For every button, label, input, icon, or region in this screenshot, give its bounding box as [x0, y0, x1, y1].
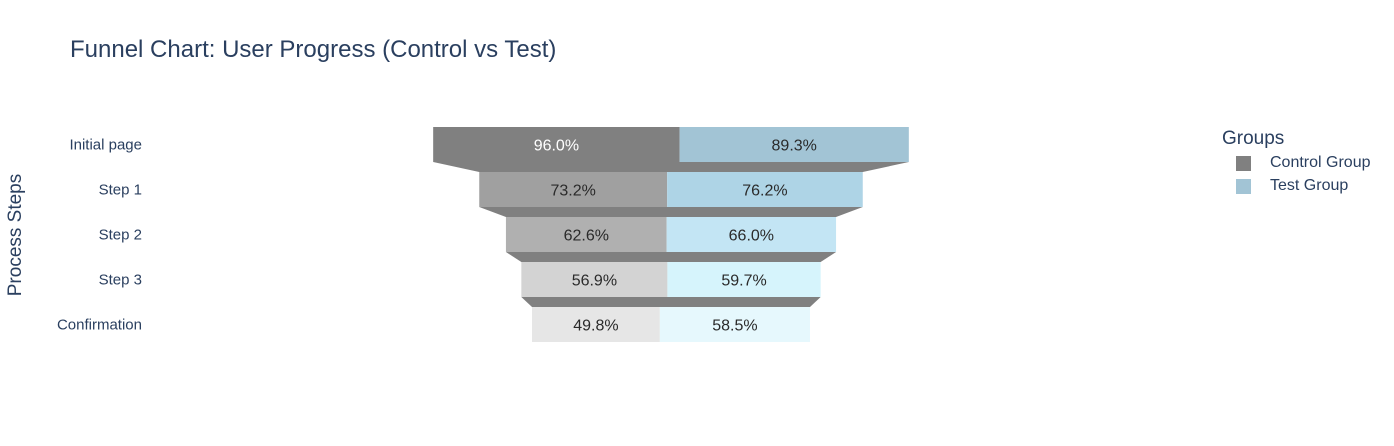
test-bar	[667, 172, 863, 207]
funnel-connector	[433, 162, 909, 172]
control-bar	[521, 262, 668, 297]
category-label: Initial page	[69, 137, 142, 154]
legend-title: Groups	[1222, 128, 1285, 149]
category-label: Step 2	[99, 227, 142, 244]
control-bar-label: 56.9%	[572, 273, 617, 290]
control-bar	[433, 127, 680, 162]
control-bar	[479, 172, 668, 207]
legend-label: Control Group	[1270, 154, 1371, 171]
funnel-connector	[521, 297, 821, 307]
test-bar-label: 58.5%	[712, 318, 757, 335]
control-bar-label: 96.0%	[534, 138, 579, 155]
test-bar-label: 59.7%	[721, 273, 766, 290]
funnel-connector	[505, 252, 837, 262]
funnel-connector	[479, 207, 863, 217]
test-bar	[659, 307, 811, 342]
control-bar-label: 49.8%	[573, 318, 618, 335]
test-bar	[667, 262, 821, 297]
category-label: Step 3	[99, 272, 142, 289]
chart-title: Funnel Chart: User Progress (Control vs …	[70, 36, 557, 63]
control-bar	[531, 307, 660, 342]
control-bar-label: 62.6%	[564, 228, 609, 245]
category-label: Step 1	[99, 182, 142, 199]
legend-label: Test Group	[1270, 177, 1349, 194]
test-bar	[666, 217, 837, 252]
legend-swatch	[1236, 178, 1251, 194]
test-bar-label: 89.3%	[772, 138, 817, 155]
legend-swatch	[1236, 155, 1251, 171]
legend-item[interactable]: Test Group	[1236, 176, 1348, 196]
control-bar-label: 73.2%	[551, 183, 596, 200]
control-bar	[505, 217, 667, 252]
test-bar-label: 76.2%	[742, 183, 787, 200]
test-bar	[679, 127, 909, 162]
legend-item[interactable]: Control Group	[1236, 153, 1371, 173]
test-bar-label: 66.0%	[729, 228, 774, 245]
category-label: Confirmation	[57, 317, 142, 334]
